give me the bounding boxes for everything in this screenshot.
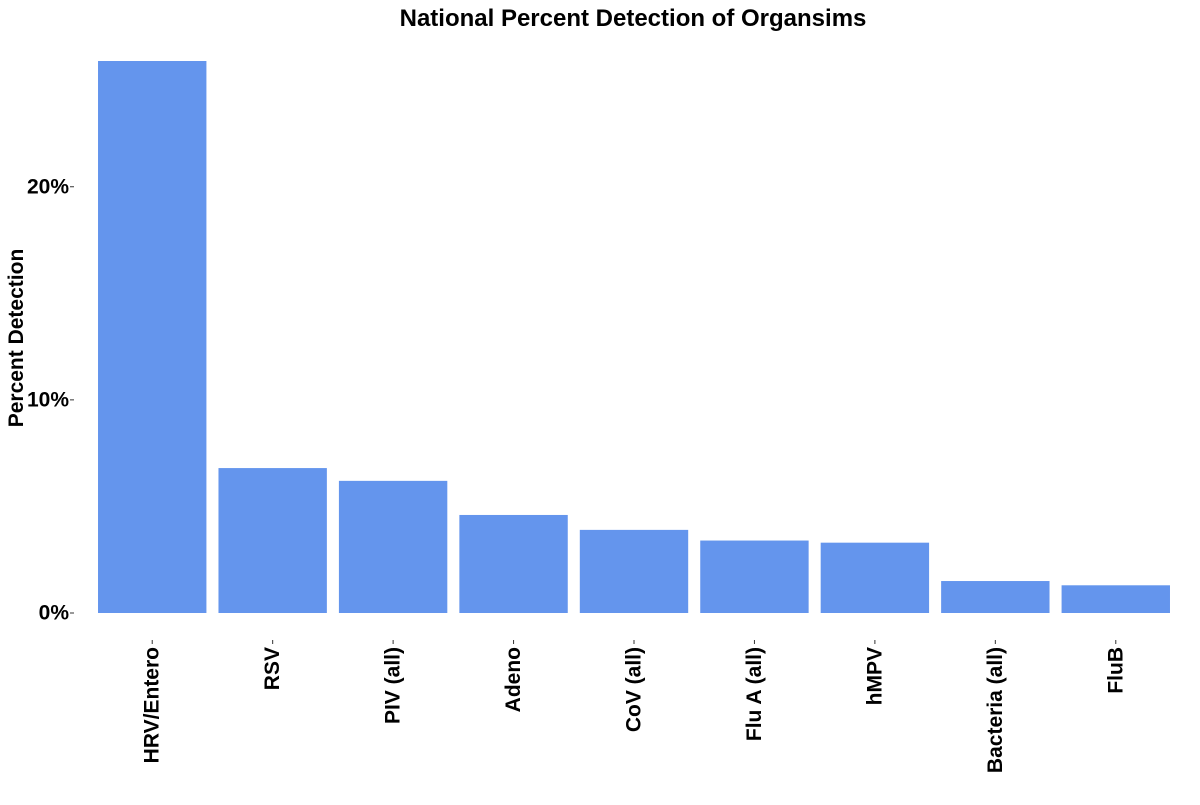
bar-cov-all [579,529,689,613]
y-tick-label: 10% [27,388,69,411]
y-axis: 0% 10% 20% [27,175,74,625]
x-tick-label: PIV (all) [382,647,405,724]
bars-group [98,61,1170,613]
x-tick-label: CoV (all) [623,647,646,732]
x-tick-label: Flu A (all) [743,647,766,741]
x-axis: HRV/Entero RSV PIV (all) Adeno CoV (all) Flu … [141,640,1127,773]
chart-title: National Percent Detection of Organsims [400,5,867,32]
bar-hmpv [820,542,930,613]
x-tick-label: RSV [261,647,284,690]
x-tick-label: Adeno [502,647,525,712]
y-tick-label: 20% [27,175,69,198]
bar-piv-all [338,480,448,613]
bar-adeno [459,514,568,613]
y-tick-label: 0% [39,602,70,625]
bar-flu-a-all [700,540,809,613]
bar-flub [1061,585,1170,613]
x-tick-label: FluB [1104,647,1127,694]
bar-hrv-entero [98,61,207,613]
bar-rsv [218,468,327,613]
x-tick-label: HRV/Entero [141,647,164,763]
x-tick-label: Bacteria (all) [984,647,1007,773]
x-tick-label: hMPV [863,647,886,705]
bar-bacteria-all [941,581,1050,613]
y-axis-title: Percent Detection [5,249,28,428]
